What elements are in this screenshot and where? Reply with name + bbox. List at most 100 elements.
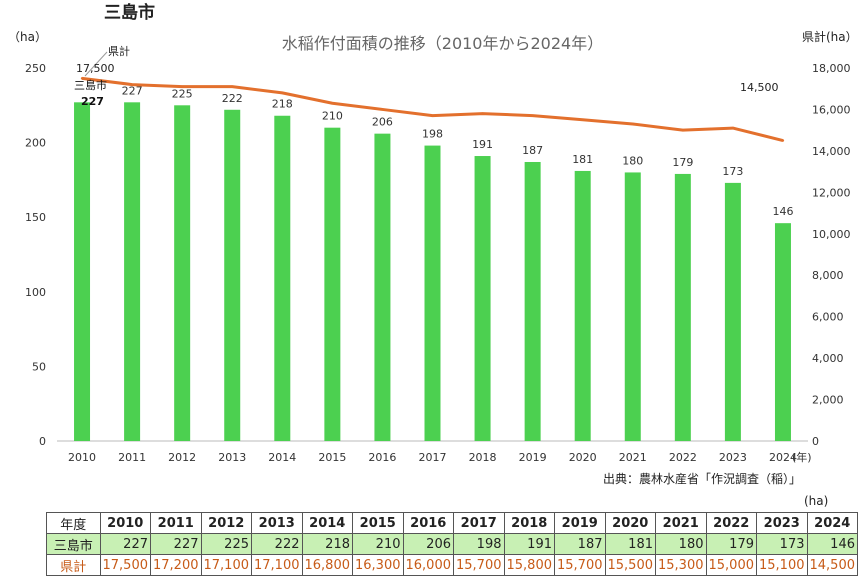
table-cell: 15,100 [756, 554, 808, 576]
y-tick-label: 50 [32, 360, 46, 373]
bar-value-label: 225 [172, 87, 193, 100]
line-point-2011 [130, 83, 134, 86]
line-point-2010 [80, 77, 84, 80]
bar-value-label: 227 [122, 84, 143, 97]
table-header-year: 2024 [806, 512, 858, 534]
line-point-2016 [381, 108, 384, 111]
table-cell: 210 [352, 533, 404, 555]
bar-value-label: 181 [572, 153, 593, 166]
table-cell: 180 [655, 533, 707, 555]
city-first-value: 227 [81, 95, 104, 108]
bar-value-label: 210 [322, 110, 343, 123]
bar-2011 [124, 102, 141, 441]
x-tick-label: 2011 [118, 451, 146, 464]
y-right-tick-label: 0 [812, 435, 819, 448]
pref-callout-line [84, 51, 108, 77]
y-axis-label: （ha） [8, 30, 47, 44]
y-tick-label: 0 [39, 435, 46, 448]
table-cell: 16,000 [402, 554, 454, 576]
pref-first-value: 17,500 [76, 62, 115, 75]
table-cell: 15,000 [705, 554, 757, 576]
bar-value-label: 222 [222, 92, 243, 105]
x-tick-label: 2021 [619, 451, 647, 464]
x-tick-label: 2017 [419, 451, 447, 464]
table-row-pref: 県計 17,500 17,200 17,100 17,100 16,800 16,300 16… [46, 554, 858, 576]
x-tick-label: 2016 [368, 451, 396, 464]
source-note: 出典：農林水産省「作況調査（稲）」 [603, 472, 802, 486]
table-cell: 187 [554, 533, 606, 555]
table-header-year: 2016 [402, 512, 454, 534]
table-cell: 146 [806, 533, 858, 555]
y-tick-label: 200 [25, 137, 46, 150]
y-tick-label: 100 [25, 286, 46, 299]
table-header-year: 2019 [554, 512, 606, 534]
table-header-year: 2013 [251, 512, 303, 534]
table-header-year: 2020 [604, 512, 656, 534]
x-tick-label: 2020 [569, 451, 597, 464]
table-row-label: 三島市 [46, 533, 101, 555]
x-tick-label: 2022 [669, 451, 697, 464]
y-right-tick-label: 18,000 [812, 62, 851, 75]
x-tick-label: 2018 [469, 451, 497, 464]
table-header-row: 年度 2010 2011 2012 2013 2014 2015 2016 2017 2018 20… [46, 512, 858, 534]
table-cell: 15,700 [554, 554, 606, 576]
city-series-label: 三島市 [74, 78, 107, 92]
table-cell: 191 [503, 533, 555, 555]
table-cell: 179 [705, 533, 757, 555]
bar-2017 [424, 145, 441, 442]
table-cell: 15,800 [503, 554, 555, 576]
table-cell: 15,500 [604, 554, 656, 576]
line-point-2013 [231, 85, 234, 88]
y-right-tick-label: 10,000 [812, 228, 851, 241]
table-unit: (ha) [804, 494, 829, 508]
table-header-year: 2014 [301, 512, 353, 534]
table-header-year: 2021 [655, 512, 707, 534]
table-header-year: 2012 [200, 512, 252, 534]
bar-value-label: 187 [522, 144, 543, 157]
table-cell: 227 [99, 533, 151, 555]
x-tick-label: 2012 [168, 451, 196, 464]
table-header-year: 2023 [756, 512, 808, 534]
table-cell: 173 [756, 533, 808, 555]
table-header-year: 2015 [352, 512, 404, 534]
line-point-2018 [481, 112, 484, 115]
table-header-year: 2018 [503, 512, 555, 534]
table-cell: 218 [301, 533, 353, 555]
bar-2014 [274, 115, 291, 441]
y-axis-right-label: 県計(ha） [802, 29, 858, 44]
table-cell: 225 [200, 533, 252, 555]
line-point-2024 [781, 139, 785, 142]
y-right-tick-label: 6,000 [812, 311, 844, 324]
table-cell: 17,100 [200, 554, 252, 576]
pref-last-value: 14,500 [740, 81, 779, 94]
y-right-tick-label: 2,000 [812, 394, 844, 407]
y-right-tick-label: 12,000 [812, 186, 851, 199]
table-header-label: 年度 [46, 512, 101, 534]
chart-title: 水稲作付面積の推移（2010年から2024年） [282, 34, 603, 53]
line-point-2019 [531, 114, 534, 117]
page-title: 三島市 [104, 3, 155, 23]
table-header-year: 2010 [99, 512, 151, 534]
line-point-2020 [581, 118, 584, 122]
bar-value-label: 180 [622, 154, 643, 167]
table-cell: 17,100 [251, 554, 303, 576]
line-point-2021 [631, 122, 634, 126]
bar-value-label: 218 [272, 98, 293, 111]
table-cell: 206 [402, 533, 454, 555]
bar-value-label: 179 [672, 156, 693, 169]
y-right-tick-label: 16,000 [812, 103, 851, 116]
bar-2010 [74, 102, 91, 441]
x-tick-label: 2024 [769, 451, 797, 464]
x-tick-label: 2013 [218, 451, 246, 464]
table-cell: 198 [453, 533, 505, 555]
table-header-year: 2011 [150, 512, 202, 534]
bar-2016 [374, 133, 391, 441]
table-header-year: 2017 [453, 512, 505, 534]
x-tick-label: 2023 [719, 451, 747, 464]
bar-2019 [524, 161, 541, 441]
table-cell: 16,800 [301, 554, 353, 576]
y-right-tick-label: 4,000 [812, 352, 844, 365]
y-right-tick-label: 8,000 [812, 269, 844, 282]
line-point-2017 [431, 114, 434, 117]
x-tick-label: 2015 [318, 451, 346, 464]
